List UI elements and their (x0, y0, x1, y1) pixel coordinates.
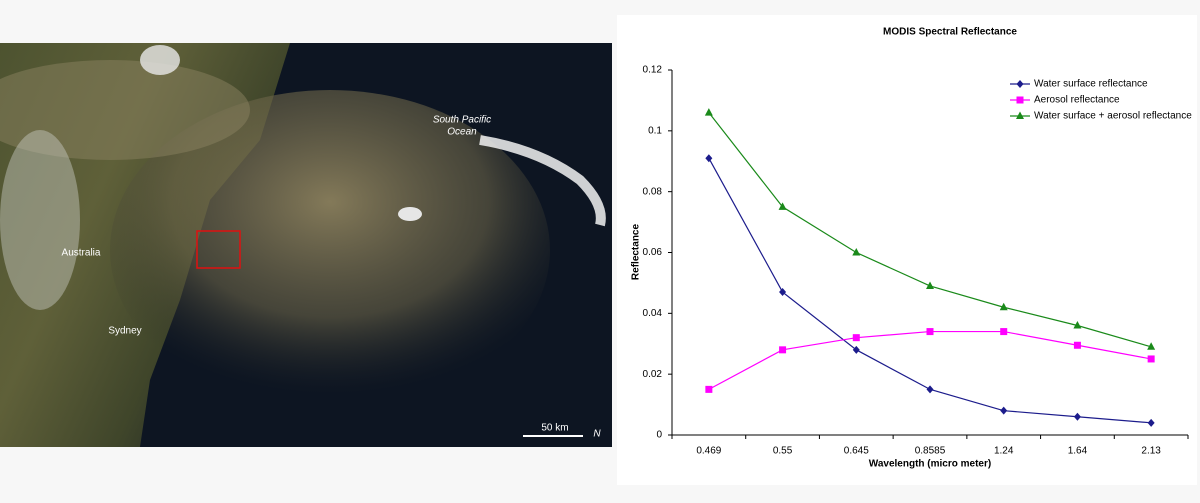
marker (999, 302, 1008, 311)
x-tick-label: 0.469 (696, 446, 721, 457)
chart-panel (617, 15, 1197, 485)
y-tick-label: 0.04 (643, 308, 663, 319)
x-axis-label: Wavelength (micro meter) (869, 459, 991, 470)
y-tick-label: 0.12 (643, 65, 663, 76)
marker (1147, 342, 1156, 350)
map-label: South Pacific (433, 115, 491, 126)
marker (852, 248, 861, 256)
y-tick-label: 0 (656, 430, 662, 441)
marker (779, 288, 787, 297)
legend-label: Aerosol reflectance (1034, 95, 1120, 106)
clouds (140, 45, 180, 75)
dust-haze (0, 60, 250, 160)
y-tick-label: 0.02 (643, 369, 663, 380)
y-tick-label: 0.06 (643, 247, 663, 258)
marker (1073, 321, 1082, 329)
scale-label: 50 km (541, 423, 568, 434)
marker (852, 345, 860, 354)
marker (1073, 341, 1081, 349)
marker (778, 202, 787, 210)
x-tick-label: 0.645 (844, 446, 869, 457)
legend-label: Water surface + aerosol reflectance (1034, 111, 1192, 122)
marker (705, 385, 713, 393)
marker (852, 334, 860, 342)
chart-title: MODIS Spectral Reflectance (883, 27, 1017, 38)
x-tick-label: 2.13 (1141, 446, 1161, 457)
marker (926, 281, 934, 289)
y-axis-label: Reflectance (631, 223, 642, 280)
marker (1147, 418, 1155, 427)
map-label: Ocean (447, 127, 477, 138)
x-tick-label: 0.8585 (915, 446, 946, 457)
y-tick-label: 0.08 (643, 186, 663, 197)
x-tick-label: 0.55 (773, 446, 793, 457)
marker (1016, 80, 1024, 88)
satellite-image: South Pacific Ocean Australia Sydney 50 … (0, 43, 612, 447)
study-area-box (196, 230, 241, 269)
legend-label: Water surface reflectance (1034, 79, 1148, 90)
map-label: Australia (62, 248, 101, 259)
marker (1016, 96, 1024, 104)
x-tick-label: 1.64 (1068, 446, 1088, 457)
north-arrow: N (593, 429, 601, 440)
marker (1000, 328, 1008, 336)
marker (1016, 111, 1024, 119)
marker (1147, 355, 1155, 363)
x-tick-label: 1.24 (994, 446, 1014, 457)
clouds (0, 130, 80, 310)
marker (1000, 406, 1008, 415)
marker (1073, 412, 1081, 421)
marker (926, 328, 934, 336)
clouds (398, 207, 422, 221)
map-label: Sydney (108, 326, 141, 337)
marker (705, 154, 713, 163)
dust-plume (110, 90, 550, 410)
marker (779, 346, 787, 354)
clouds (479, 135, 606, 227)
y-tick-label: 0.1 (648, 125, 662, 136)
marker (926, 385, 934, 394)
marker (704, 108, 713, 116)
